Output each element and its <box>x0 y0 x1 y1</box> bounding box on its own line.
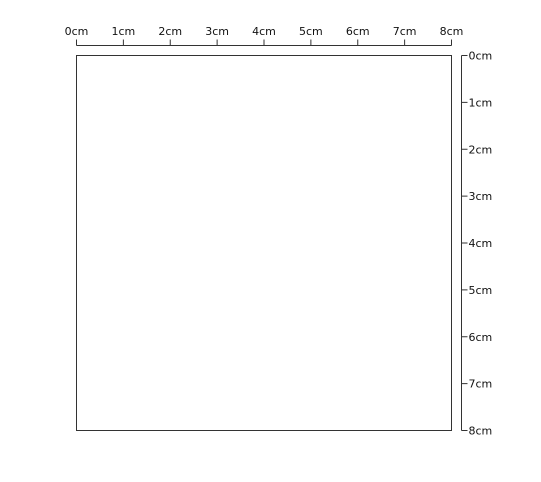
top-ruler-tick-label: 0cm <box>65 25 89 38</box>
right-ruler-tick-label: 3cm <box>469 190 493 203</box>
right-ruler: 0cm 1cm 2cm 3cm 4cm 5cm 6cm 7cm 8cm <box>461 50 493 438</box>
right-ruler-tick-label: 2cm <box>469 143 493 156</box>
top-ruler-tick-label: 3cm <box>205 25 229 38</box>
top-ruler-tick-label: 5cm <box>299 25 323 38</box>
right-ruler-tick-label: 8cm <box>469 425 493 438</box>
right-ruler-tick-label: 4cm <box>469 237 493 250</box>
top-ruler-tick-label: 4cm <box>252 25 276 38</box>
top-ruler: 0cm 1cm 2cm 3cm 4cm 5cm 6cm 7cm 8cm <box>65 25 464 46</box>
top-ruler-tick-label: 1cm <box>111 25 135 38</box>
top-ruler-tick-label: 6cm <box>346 25 370 38</box>
right-ruler-tick-label: 6cm <box>469 331 493 344</box>
top-ruler-tick-label: 7cm <box>393 25 417 38</box>
drawing-canvas[interactable] <box>76 55 452 431</box>
top-ruler-tick-label: 2cm <box>158 25 182 38</box>
right-ruler-tick-label: 1cm <box>469 96 493 109</box>
top-ruler-tick-label: 8cm <box>440 25 464 38</box>
right-ruler-tick-label: 5cm <box>469 284 493 297</box>
right-ruler-tick-label: 0cm <box>469 50 493 63</box>
right-ruler-tick-label: 7cm <box>469 378 493 391</box>
